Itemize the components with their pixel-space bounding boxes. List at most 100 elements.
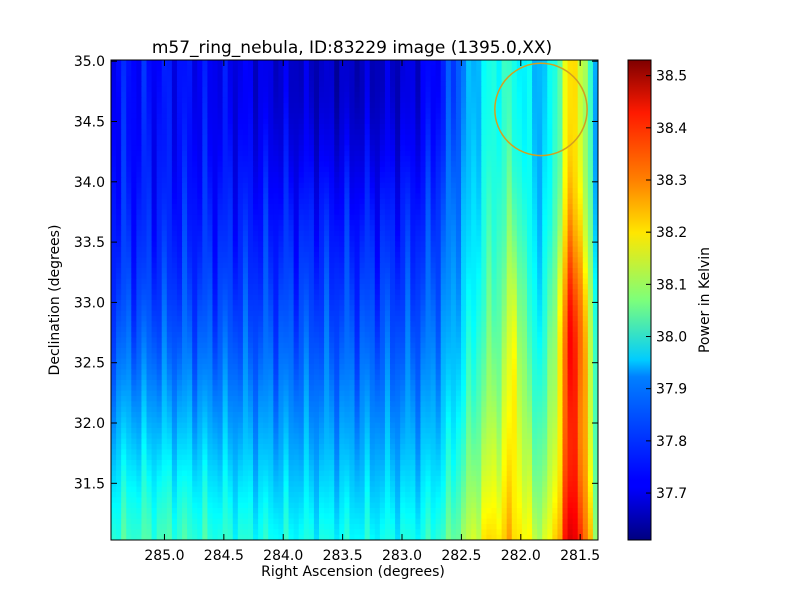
heatmap-cell — [445, 294, 452, 301]
heatmap-cell — [171, 332, 178, 338]
heatmap-cell — [288, 134, 295, 141]
heatmap-cell — [253, 198, 259, 205]
heatmap-cell — [212, 97, 219, 104]
heatmap-cell — [521, 332, 528, 338]
heatmap-cell — [359, 294, 366, 301]
heatmap-cell — [415, 156, 422, 162]
heatmap-cell — [303, 225, 310, 232]
heatmap-cell — [557, 124, 564, 130]
heatmap-cell — [182, 134, 188, 141]
heatmap-cell — [567, 310, 574, 317]
heatmap-cell — [420, 108, 427, 114]
heatmap-cell — [577, 268, 584, 274]
heatmap-cell — [410, 172, 416, 178]
heatmap-cell — [491, 252, 498, 258]
heatmap-cell — [537, 246, 543, 253]
heatmap-cell — [146, 273, 153, 280]
heatmap-cell — [278, 76, 285, 82]
heatmap-cell — [410, 97, 416, 104]
heatmap-cell — [491, 273, 498, 280]
heatmap-cell — [364, 92, 371, 98]
heatmap-cell — [131, 252, 137, 258]
heatmap-cell — [126, 118, 132, 125]
heatmap-cell — [222, 278, 229, 285]
heatmap-cell — [577, 273, 584, 280]
heatmap-cell — [308, 214, 315, 221]
heatmap-cell — [374, 188, 381, 194]
heatmap-cell — [156, 150, 163, 157]
heatmap-cell — [283, 284, 290, 290]
heatmap-cell — [354, 310, 361, 317]
heatmap-cell — [349, 262, 356, 269]
heatmap-cell — [496, 252, 503, 258]
heatmap-cell — [501, 188, 508, 194]
heatmap-cell — [415, 332, 422, 338]
heatmap-cell — [587, 140, 594, 146]
heatmap-cell — [390, 316, 396, 322]
heatmap-cell — [253, 65, 259, 72]
heatmap-cell — [582, 140, 589, 146]
heatmap-cell — [461, 268, 467, 274]
heatmap-cell — [313, 140, 320, 146]
heatmap-cell — [136, 284, 143, 290]
heatmap-cell — [359, 268, 366, 274]
heatmap-cell — [369, 86, 376, 93]
heatmap-cell — [526, 305, 533, 312]
heatmap-cell — [146, 198, 153, 205]
heatmap-cell — [217, 188, 224, 194]
heatmap-cell — [182, 273, 188, 280]
heatmap-cell — [111, 278, 117, 285]
heatmap-cell — [557, 182, 564, 189]
heatmap-cell — [445, 145, 452, 152]
heatmap-cell — [374, 76, 381, 82]
heatmap-cell — [278, 97, 285, 104]
heatmap-cell — [349, 102, 356, 109]
heatmap-cell — [166, 326, 173, 333]
heatmap-cell — [542, 86, 548, 93]
heatmap-cell — [521, 321, 528, 328]
heatmap-cell — [303, 129, 310, 136]
heatmap-cell — [329, 300, 335, 306]
heatmap-cell — [268, 108, 274, 114]
heatmap-cell — [187, 188, 193, 194]
heatmap-cell — [364, 118, 371, 125]
heatmap-cell — [390, 332, 396, 338]
heatmap-cell — [141, 278, 148, 285]
heatmap-cell — [253, 294, 259, 301]
heatmap-cell — [450, 129, 457, 136]
heatmap-cell — [481, 316, 487, 322]
heatmap-cell — [420, 305, 427, 312]
heatmap-cell — [242, 310, 249, 317]
heatmap-cell — [420, 65, 427, 72]
heatmap-cell — [369, 124, 376, 130]
heatmap-cell — [268, 209, 274, 216]
heatmap-cell — [227, 230, 234, 237]
heatmap-cell — [390, 81, 396, 88]
heatmap-cell — [384, 86, 391, 93]
heatmap-cell — [182, 166, 188, 173]
heatmap-cell — [577, 193, 584, 200]
heatmap-cell — [268, 140, 274, 146]
heatmap-cell — [268, 97, 274, 104]
heatmap-cell — [192, 310, 198, 317]
heatmap-cell — [461, 124, 467, 130]
heatmap-cell — [141, 140, 148, 146]
heatmap-cell — [313, 310, 320, 317]
heatmap-cell — [461, 236, 467, 242]
heatmap-cell — [318, 70, 325, 77]
heatmap-cell — [410, 246, 416, 253]
heatmap-cell — [496, 172, 503, 178]
heatmap-cell — [171, 204, 178, 210]
heatmap-cell — [242, 76, 249, 82]
heatmap-cell — [374, 97, 381, 104]
heatmap-cell — [440, 97, 447, 104]
heatmap-cell — [557, 284, 564, 290]
heatmap-cell — [430, 140, 437, 146]
heatmap-cell — [450, 294, 457, 301]
heatmap-cell — [121, 257, 127, 264]
heatmap-cell — [425, 97, 432, 104]
heatmap-cell — [126, 257, 132, 264]
heatmap-cell — [126, 337, 132, 344]
heatmap-cell — [511, 262, 518, 269]
heatmap-cell — [136, 188, 143, 194]
